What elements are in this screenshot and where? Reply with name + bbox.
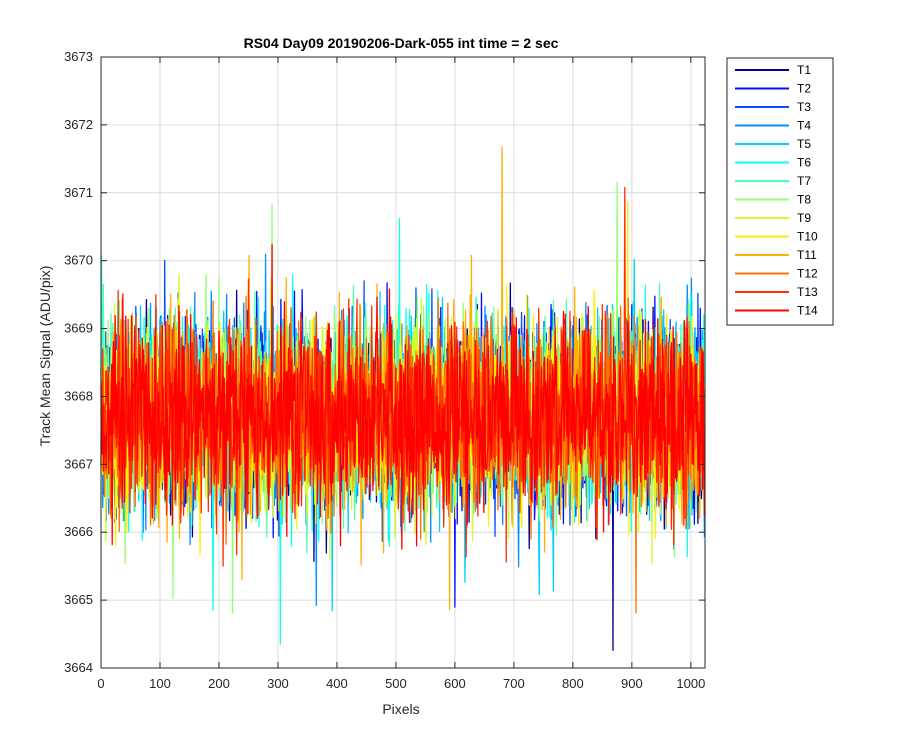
series-lines [100,146,706,651]
y-tick-label: 3670 [64,253,93,268]
x-axis-label: Pixels [382,701,419,717]
tick-labels: 0 100 200 300 400 500 600 700 800 900 1000 3664 3665… [64,49,705,691]
y-tick-label: 3672 [64,117,93,132]
legend-label-t9: T9 [797,211,811,225]
y-tick-label: 3669 [64,321,93,336]
legend-label-t12: T12 [797,267,818,281]
y-tick-label: 3673 [64,49,93,64]
axes [100,56,706,669]
y-tick-label: 3664 [64,660,93,675]
y-tick-label: 3667 [64,456,93,471]
legend-label-t4: T4 [797,119,811,133]
legend-label-t8: T8 [797,193,811,207]
x-tick-label: 500 [385,676,407,691]
x-tick-label: 200 [208,676,230,691]
y-tick-label: 3666 [64,524,93,539]
chart-title: RS04 Day09 20190206-Dark-055 int time = … [244,35,559,51]
legend-label-t13: T13 [797,285,818,299]
y-tick-label: 3671 [64,185,93,200]
legend-label-t3: T3 [797,100,811,114]
legend: T1 T2 T3 T4 T5 T6 T7 T8 T9 T10 T11 T12 T13 T14 [726,57,834,326]
x-tick-label: 800 [562,676,584,691]
y-tick-label: 3665 [64,592,93,607]
x-tick-label: 900 [621,676,643,691]
x-tick-label: 100 [149,676,171,691]
legend-label-t10: T10 [797,230,818,244]
legend-label-t11: T11 [797,248,817,262]
y-tick-label: 3668 [64,388,93,403]
x-tick-label: 0 [97,676,104,691]
axes-box [100,56,706,669]
x-tick-label: 300 [267,676,289,691]
x-tick-label: 400 [326,676,348,691]
legend-label-t14: T14 [797,304,818,318]
y-axis-label: Track Mean Signal (ADU/pix) [37,266,53,447]
legend-box [726,57,834,326]
x-tick-label: 600 [444,676,466,691]
legend-label-t7: T7 [797,174,811,188]
x-tick-label: 700 [503,676,525,691]
legend-label-t1: T1 [797,63,811,77]
legend-label-t2: T2 [797,82,811,96]
legend-label-t5: T5 [797,137,811,151]
x-tick-label: 1000 [676,676,705,691]
series-line-t14 [100,244,706,550]
legend-label-t6: T6 [797,156,811,170]
